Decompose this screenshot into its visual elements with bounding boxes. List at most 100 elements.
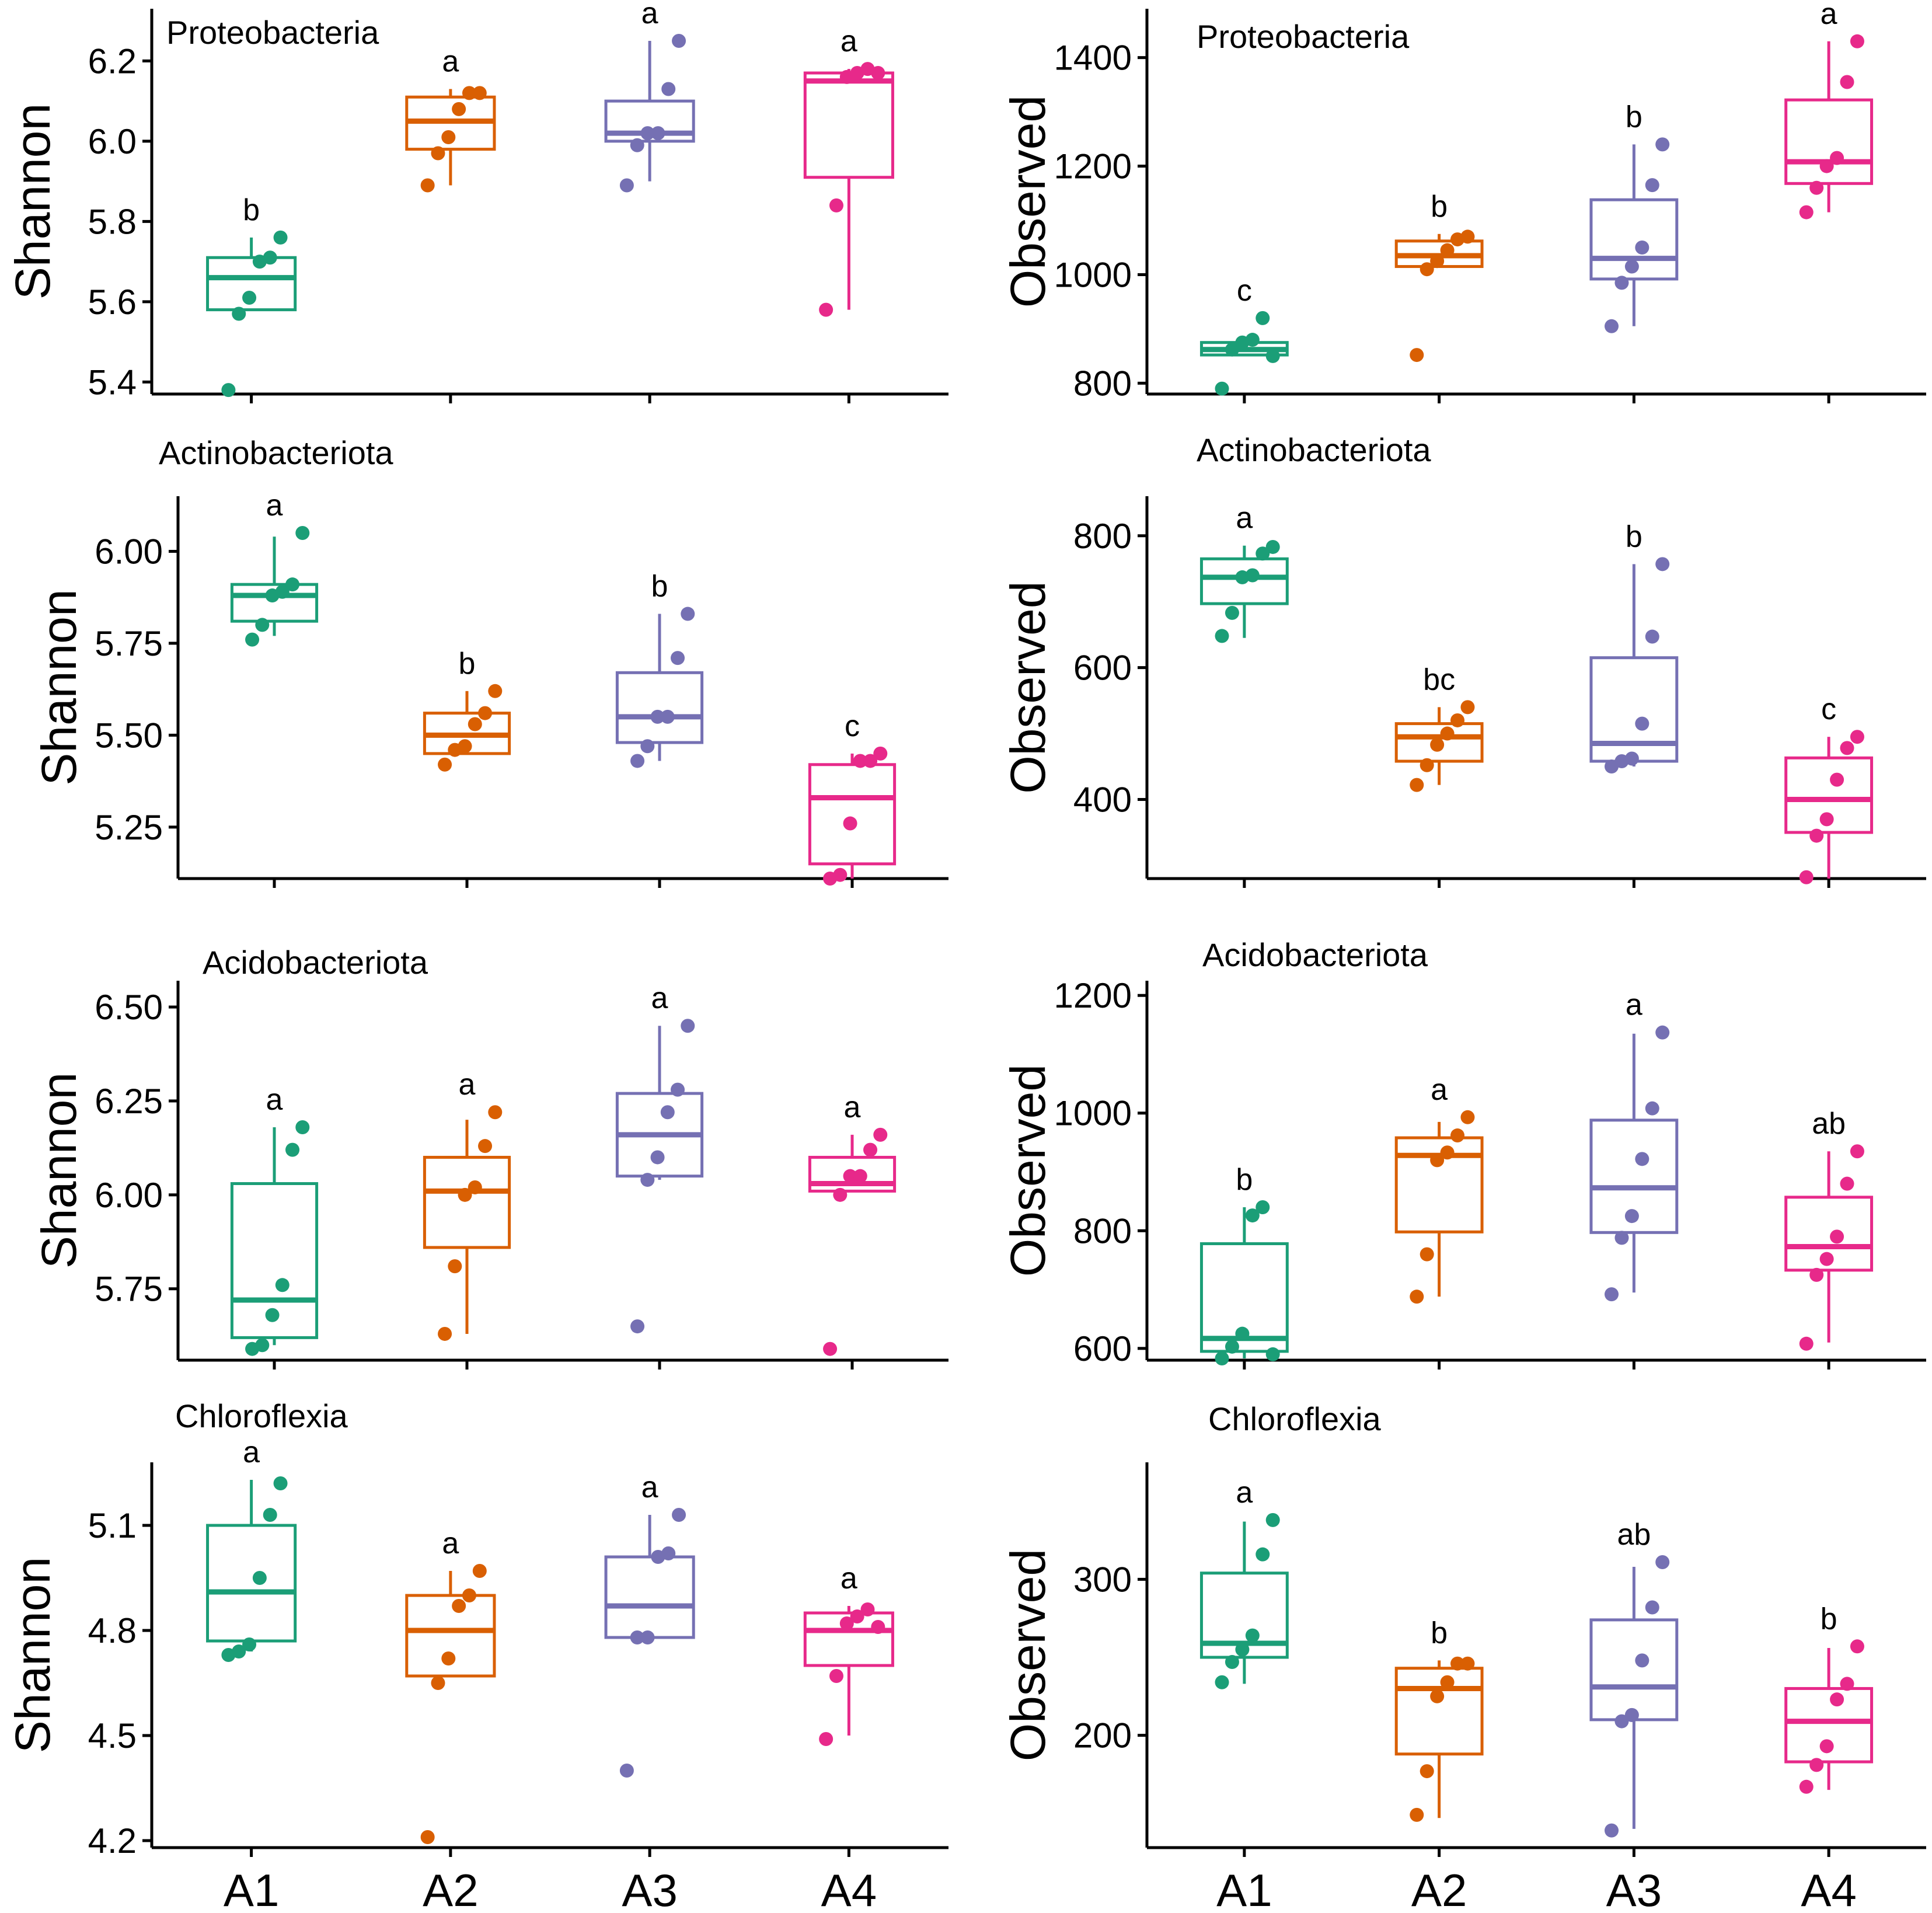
box-group-A4: c xyxy=(808,709,897,886)
data-point xyxy=(265,1308,280,1322)
data-point xyxy=(275,584,290,599)
box xyxy=(615,671,704,744)
significance-letter: a xyxy=(841,25,857,58)
data-point xyxy=(448,1259,462,1274)
data-point xyxy=(829,198,843,212)
data-point xyxy=(1605,1287,1619,1302)
data-point xyxy=(232,306,246,321)
box xyxy=(230,1182,319,1339)
data-point xyxy=(1410,348,1424,363)
data-point xyxy=(273,230,288,245)
panel-title: Acidobacteriota xyxy=(1202,936,1428,973)
data-point xyxy=(1440,1675,1455,1689)
data-point xyxy=(819,1732,834,1746)
data-point xyxy=(1256,1547,1270,1562)
y-axis-title: Shannon xyxy=(32,1072,86,1269)
box xyxy=(230,583,319,623)
data-point xyxy=(1809,1267,1824,1282)
data-point xyxy=(1635,241,1649,255)
data-point xyxy=(1430,737,1445,752)
y-axis-title: Observed xyxy=(1000,1549,1055,1761)
box-group-A3: ab xyxy=(1589,1518,1679,1838)
box-group-A3: a xyxy=(604,1471,695,1778)
data-point xyxy=(472,86,487,100)
significance-letter: a xyxy=(459,1068,476,1102)
data-point xyxy=(438,1326,452,1341)
significance-letter: a xyxy=(1236,501,1253,535)
y-tick-label: 4.2 xyxy=(88,1821,137,1860)
data-point xyxy=(660,1105,675,1120)
data-point xyxy=(242,1637,257,1651)
data-point xyxy=(1460,700,1475,715)
panel-title: Chloroflexia xyxy=(175,1398,348,1434)
data-point xyxy=(458,1187,472,1202)
box xyxy=(423,1155,511,1249)
box-group-A3: b xyxy=(1589,100,1679,333)
box-group-A4: a xyxy=(808,1090,897,1356)
significance-letter: a xyxy=(641,1471,658,1504)
box-group-A3: a xyxy=(604,0,695,193)
data-point xyxy=(1799,870,1814,884)
y-tick-label: 1000 xyxy=(1054,255,1132,294)
y-tick-label: 5.6 xyxy=(88,283,137,322)
data-point xyxy=(431,1676,445,1690)
significance-letter: a xyxy=(1626,988,1642,1022)
box-group-A1: a xyxy=(230,489,319,647)
box-group-A1: a xyxy=(1199,1476,1289,1689)
data-point xyxy=(255,618,270,632)
data-point xyxy=(275,1278,290,1292)
significance-letter: b xyxy=(243,193,260,227)
data-point xyxy=(1450,1656,1465,1671)
data-point xyxy=(1850,1144,1864,1159)
data-point xyxy=(420,1830,435,1844)
data-point xyxy=(630,138,644,152)
box xyxy=(1784,756,1874,834)
x-tick-label: A3 xyxy=(622,1865,677,1913)
data-point xyxy=(252,1571,267,1585)
data-point xyxy=(661,82,676,96)
data-point xyxy=(438,757,452,772)
significance-letter: a xyxy=(841,1562,857,1595)
significance-letter: ab xyxy=(1812,1107,1846,1141)
data-point xyxy=(1614,1714,1629,1729)
panel-2: Proteobacteria 800 1000 1200 1400 Observed c b b… xyxy=(1000,0,1926,403)
data-point xyxy=(1840,1176,1854,1191)
box-group-A2: a xyxy=(405,1527,496,1844)
data-point xyxy=(1830,772,1844,787)
data-point xyxy=(843,1169,857,1183)
box xyxy=(1394,1136,1484,1233)
data-point xyxy=(1450,713,1465,727)
data-point xyxy=(650,1150,665,1165)
box-group-A1: a xyxy=(1199,501,1289,643)
data-point xyxy=(1215,629,1229,643)
data-point xyxy=(671,1082,685,1097)
box xyxy=(604,99,695,143)
data-point xyxy=(640,126,655,141)
y-tick-label: 6.50 xyxy=(95,988,163,1027)
data-point xyxy=(833,1187,848,1202)
data-point xyxy=(263,250,277,265)
x-tick-label: A4 xyxy=(821,1865,877,1913)
data-point xyxy=(462,86,476,100)
data-point xyxy=(860,1602,875,1616)
box xyxy=(1784,1196,1874,1272)
data-point xyxy=(853,1169,867,1183)
data-point xyxy=(1410,1290,1424,1304)
data-point xyxy=(478,706,493,720)
box-group-A2: a xyxy=(423,1068,511,1341)
y-axis-title: Observed xyxy=(1000,95,1055,308)
data-point xyxy=(640,1630,655,1644)
data-point xyxy=(672,34,686,48)
data-point xyxy=(1605,319,1619,333)
significance-letter: b xyxy=(1236,1163,1253,1197)
data-point xyxy=(1799,205,1814,219)
x-tick-label: A2 xyxy=(423,1865,478,1913)
y-tick-label: 5.75 xyxy=(95,1270,163,1309)
data-point xyxy=(871,1620,885,1634)
data-point xyxy=(1624,259,1639,274)
significance-letter: a xyxy=(641,0,658,30)
y-tick-label: 5.4 xyxy=(88,363,137,402)
y-axis-title: Shannon xyxy=(32,589,86,785)
box-group-A4: a xyxy=(1784,0,1874,219)
